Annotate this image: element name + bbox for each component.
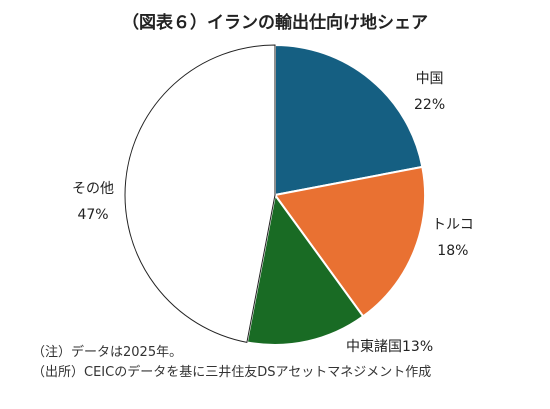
label-turkey-value: 18% — [437, 243, 469, 259]
pie-slice-2 — [245, 192, 365, 346]
label-china: 中国 22% — [414, 66, 445, 118]
label-middle-east-name: 中東諸国 — [346, 339, 402, 355]
note-2: （出所）CEICのデータを基に三井住友DSアセットマネジメント作成 — [32, 365, 432, 380]
pie-slice-3 — [124, 44, 276, 343]
note-1: （注）データは2025年。 — [32, 345, 183, 360]
label-other-name: その他 — [72, 181, 114, 197]
footnotes: （注）データは2025年。 （出所）CEICのデータを基に三井住友DSアセットマ… — [32, 343, 431, 383]
label-other-value: 47% — [77, 207, 109, 223]
label-turkey: トルコ 18% — [432, 212, 474, 264]
label-china-value: 22% — [414, 97, 446, 113]
label-turkey-name: トルコ — [432, 217, 474, 233]
label-middle-east: 中東諸国13% — [346, 334, 433, 360]
chart-title: （図表６）イランの輸出仕向け地シェア — [122, 13, 428, 33]
pie-slice-1 — [273, 165, 426, 318]
label-china-name: 中国 — [415, 71, 444, 87]
label-middle-east-value: 13% — [402, 339, 434, 355]
label-other: その他 47% — [72, 176, 114, 228]
pie-slice-0 — [274, 43, 424, 197]
